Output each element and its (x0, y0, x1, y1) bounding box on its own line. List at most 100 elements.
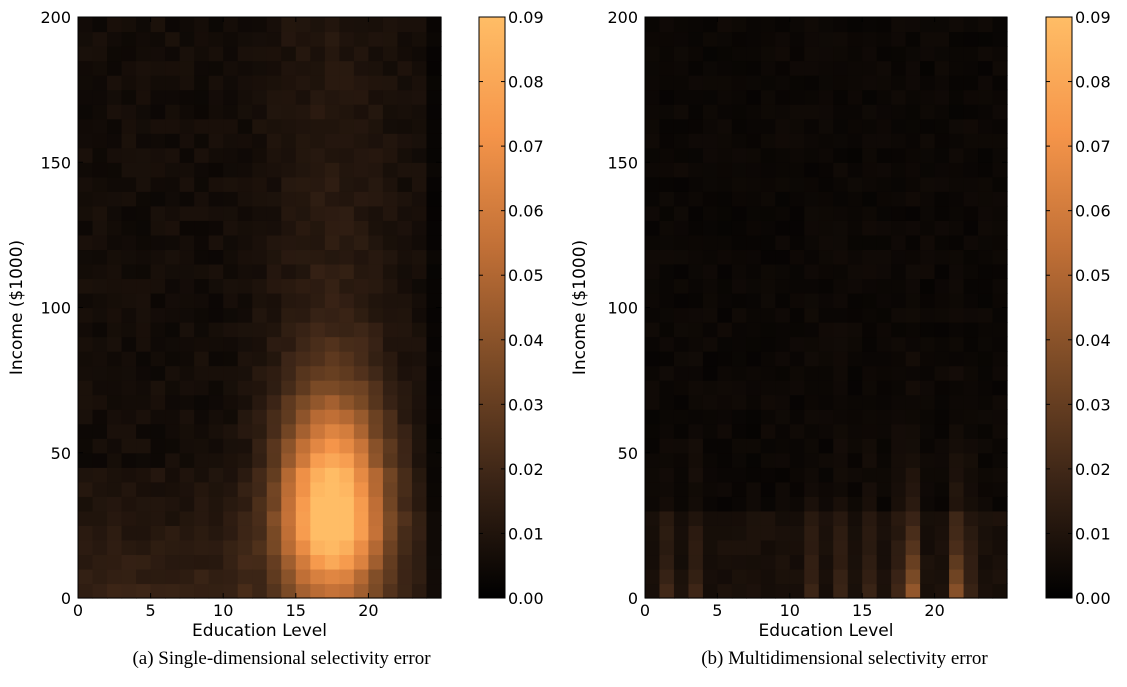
heatmap-cell (804, 467, 820, 483)
heatmap-cell (746, 46, 762, 62)
heatmap-cell (920, 496, 936, 512)
heatmap-cell (746, 336, 762, 352)
heatmap-cell (150, 568, 166, 585)
heatmap-cell (136, 176, 152, 192)
heatmap-cell (659, 539, 675, 556)
heatmap-cell (963, 336, 979, 352)
heatmap-cell (876, 104, 892, 120)
heatmap-cell (223, 104, 239, 120)
heatmap-cell (920, 554, 936, 570)
heatmap-cell (818, 380, 834, 396)
heatmap-cell (295, 409, 311, 425)
heatmap-cell (295, 31, 311, 47)
heatmap-cell (789, 60, 805, 76)
heatmap-cell (237, 118, 253, 134)
heatmap-cells (78, 17, 442, 599)
heatmap-cell (150, 336, 166, 352)
heatmap-cell (746, 104, 762, 120)
heatmap-cell (818, 467, 834, 483)
heatmap-cell (426, 380, 442, 396)
heatmap-cell (818, 104, 834, 120)
heatmap-cell (136, 438, 152, 454)
heatmap-cell (804, 496, 820, 512)
heatmap-cell (833, 278, 849, 294)
heatmap-cell (324, 292, 340, 309)
heatmap-cell (775, 147, 791, 163)
heatmap-cell (862, 481, 878, 497)
heatmap-cell (411, 336, 428, 352)
heatmap-cell (688, 336, 704, 352)
heatmap-cell (165, 322, 181, 338)
heatmap-cell (731, 205, 747, 221)
heatmap-cell (397, 162, 413, 178)
heatmap-cell (659, 409, 675, 425)
heatmap-cell (208, 539, 224, 556)
heatmap-cell (237, 365, 253, 381)
heatmap-cell (194, 409, 210, 425)
heatmap-cell (862, 31, 878, 47)
heatmap-cell (194, 438, 210, 454)
heatmap-cell (760, 75, 776, 91)
heatmap-cell (862, 104, 878, 120)
heatmap-cell (920, 278, 936, 294)
heatmap-cell (411, 568, 428, 585)
heatmap-cell (92, 292, 108, 309)
heatmap-cell (992, 336, 1008, 352)
heatmap-cell (876, 234, 892, 251)
heatmap-cell (760, 496, 776, 512)
heatmap-cell (789, 75, 805, 91)
heatmap-cell (324, 351, 340, 367)
heatmap-cell (237, 510, 253, 526)
heatmap-cell (949, 539, 965, 556)
heatmap-cell (150, 75, 166, 91)
heatmap-cell (833, 249, 849, 265)
heatmap-cell (847, 263, 863, 280)
heatmap-cell (963, 554, 979, 570)
heatmap-cell (789, 438, 805, 454)
heatmap-cell (92, 583, 108, 599)
heatmap-cell (731, 322, 747, 338)
heatmap-cell (295, 17, 311, 33)
heatmap-cell (353, 365, 369, 381)
heatmap-cell (702, 539, 718, 556)
heatmap-cell (208, 409, 224, 425)
heatmap-cell (731, 263, 747, 280)
heatmap-cell (760, 336, 776, 352)
heatmap-cell (165, 380, 181, 396)
heatmap-cell (746, 409, 762, 425)
heatmap-cell (237, 438, 253, 454)
heatmap-cell (281, 336, 297, 352)
heatmap-cell (281, 249, 297, 265)
heatmap-cell (731, 568, 747, 585)
heatmap-cell (891, 568, 907, 585)
heatmap-cell (150, 539, 166, 556)
heatmap-cell (426, 423, 442, 439)
heatmap-cell (688, 423, 704, 439)
heatmap-cell (295, 510, 311, 526)
heatmap-cell (411, 307, 428, 323)
heatmap-cell (281, 147, 297, 163)
heatmap-cell (862, 583, 878, 599)
heatmap-cell (731, 220, 747, 236)
heatmap-cell (717, 365, 733, 381)
heatmap-cell (78, 176, 94, 192)
heatmap-cell (731, 75, 747, 91)
heatmap-cell (382, 176, 399, 192)
heatmap-cell (252, 31, 268, 47)
heatmap-cell (992, 438, 1008, 454)
heatmap-cell (121, 496, 137, 512)
heatmap-cell (324, 568, 340, 585)
heatmap-cell (324, 46, 340, 62)
heatmap-cell (731, 31, 747, 47)
heatmap-cell (645, 394, 661, 410)
heatmap-cell (382, 46, 399, 62)
heatmap-cell (150, 583, 166, 599)
heatmap-cell (353, 176, 369, 192)
heatmap-cell (818, 322, 834, 338)
heatmap-cell (237, 525, 253, 541)
heatmap-cell (92, 568, 108, 585)
colorbar-tick-label: 0.04 (508, 331, 544, 350)
heatmap-cell (934, 234, 950, 251)
heatmap-cell (949, 263, 965, 280)
heatmap-cell (281, 104, 297, 120)
